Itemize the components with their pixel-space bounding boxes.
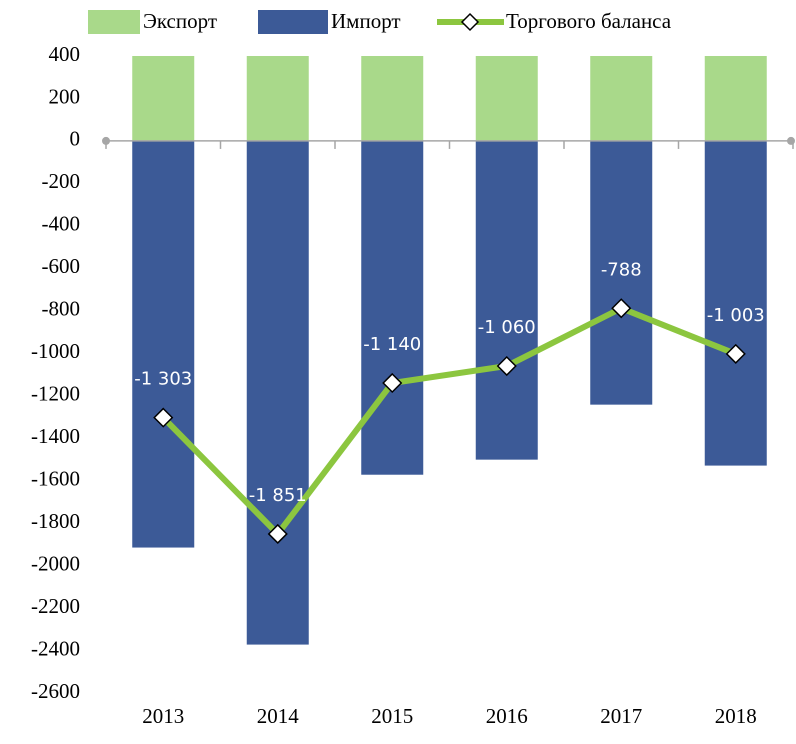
y-tick-label: -2200 — [31, 594, 80, 618]
bar — [704, 140, 767, 466]
bar — [132, 56, 195, 141]
legend-label: Экспорт — [143, 9, 217, 33]
bar — [246, 140, 309, 645]
bar — [132, 140, 195, 548]
bar — [704, 56, 767, 141]
y-tick-label: 400 — [49, 42, 81, 66]
y-tick-label: -600 — [42, 254, 81, 278]
y-tick-label: -1600 — [31, 466, 80, 490]
legend-label: Торгового баланса — [506, 9, 672, 33]
data-label: -1 003 — [707, 305, 765, 326]
y-tick-label: -800 — [42, 297, 81, 321]
x-tick-label: 2014 — [257, 704, 300, 728]
legend-marker — [460, 12, 480, 32]
y-tick-label: -1200 — [31, 382, 80, 406]
bar — [361, 140, 424, 475]
x-tick-label: 2018 — [715, 704, 757, 728]
y-tick-label: -2600 — [31, 679, 80, 703]
legend-swatch — [258, 10, 328, 34]
legend-label: Импорт — [331, 9, 401, 33]
balance-marker — [267, 523, 288, 545]
y-tick-label: -2000 — [31, 551, 80, 575]
x-tick-label: 2016 — [486, 704, 528, 728]
axis-end — [102, 136, 110, 145]
balance-marker — [725, 343, 746, 364]
balance-marker — [496, 355, 517, 377]
axis-end — [787, 136, 795, 145]
y-tick-label: -200 — [42, 169, 81, 193]
bar — [590, 140, 653, 405]
data-label: -1 140 — [363, 334, 421, 355]
y-tick-label: -400 — [42, 212, 81, 236]
balance-marker — [153, 407, 174, 428]
bars — [132, 56, 767, 645]
x-tick-label: 2013 — [142, 704, 184, 728]
data-label: -1 851 — [249, 485, 307, 506]
y-tick-label: -1000 — [31, 339, 80, 363]
bar — [590, 56, 653, 141]
bar — [361, 56, 424, 141]
data-label: -788 — [601, 259, 642, 280]
y-tick-label: -2400 — [31, 636, 80, 660]
balance-marker — [611, 298, 632, 319]
balance-line — [161, 304, 737, 539]
bar — [475, 56, 538, 141]
y-tick-label: -1400 — [31, 424, 80, 448]
x-tick-label: 2017 — [600, 704, 642, 728]
balance-marker — [382, 372, 403, 394]
y-tick-label: -1800 — [31, 509, 80, 533]
x-tick-label: 2015 — [371, 704, 413, 728]
y-tick-label: 200 — [49, 84, 81, 108]
legend-swatch — [88, 10, 140, 34]
data-label: -1 303 — [134, 369, 192, 390]
bar — [475, 140, 538, 460]
data-label: -1 060 — [478, 317, 536, 338]
y-tick-label: 0 — [70, 127, 81, 151]
bar — [246, 56, 309, 141]
